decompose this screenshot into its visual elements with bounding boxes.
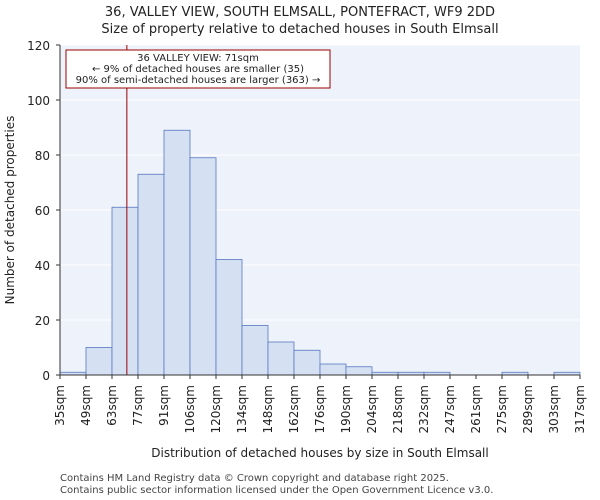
x-tick-label: 106sqm	[183, 385, 197, 433]
footer-copyright: Contains HM Land Registry data © Crown c…	[60, 473, 449, 484]
y-tick-label: 100	[27, 94, 50, 108]
y-axis-label: Number of detached properties	[3, 116, 17, 305]
x-tick-label: 303sqm	[547, 385, 561, 433]
histogram-bar	[85, 347, 113, 376]
x-tick-label: 190sqm	[339, 385, 353, 433]
x-tick-label: 218sqm	[391, 385, 405, 433]
histogram-bar	[111, 206, 139, 376]
histogram-chart: 0 20 40 60 80 100 120 35sqm 49sqm 63sqm 77sqm 91sq…	[3, 39, 587, 460]
x-tick-label: 275sqm	[495, 385, 509, 433]
y-tick-label: 80	[35, 149, 50, 163]
chart-subtitle: Size of property relative to detached ho…	[101, 22, 499, 37]
x-tick-label: 148sqm	[261, 385, 275, 433]
annotation-line-2: ← 9% of detached houses are smaller (35)	[92, 64, 304, 75]
x-axis-ticks: 35sqm 49sqm 63sqm 77sqm 91sqm 106sqm 120sqm 134…	[53, 375, 587, 433]
annotation-line-1: 36 VALLEY VIEW: 71sqm	[137, 53, 259, 64]
histogram-bar	[215, 259, 243, 376]
x-tick-label: 162sqm	[287, 385, 301, 433]
histogram-bar	[267, 341, 295, 376]
x-tick-label: 261sqm	[469, 385, 483, 433]
x-tick-label: 134sqm	[235, 385, 249, 433]
y-tick-label: 0	[42, 369, 50, 383]
histogram-bar	[293, 349, 321, 376]
histogram-bar	[137, 173, 165, 376]
x-tick-label: 91sqm	[157, 385, 171, 426]
y-tick-label: 120	[27, 39, 50, 53]
x-tick-label: 317sqm	[573, 385, 587, 433]
histogram-bar	[189, 157, 217, 376]
footer-licence: Contains public sector information licen…	[60, 485, 494, 496]
histogram-bar	[163, 129, 191, 376]
x-tick-label: 35sqm	[53, 385, 67, 426]
histogram-bar	[345, 366, 373, 376]
y-tick-label: 40	[35, 259, 50, 273]
x-tick-label: 77sqm	[131, 385, 145, 426]
x-tick-label: 120sqm	[209, 385, 223, 433]
y-tick-label: 60	[35, 204, 50, 218]
x-tick-label: 232sqm	[417, 385, 431, 433]
x-tick-label: 247sqm	[443, 385, 457, 433]
x-tick-label: 49sqm	[79, 385, 93, 426]
annotation-border	[65, 49, 331, 89]
histogram-bar	[241, 325, 269, 376]
bar-series	[59, 129, 581, 376]
y-tick-label: 20	[35, 314, 50, 328]
annotation-box: 36 VALLEY VIEW: 71sqm ← 9% of detached h…	[65, 49, 331, 89]
y-axis-ticks: 0 20 40 60 80 100 120	[27, 39, 60, 383]
annotation-line-3: 90% of semi-detached houses are larger (…	[76, 75, 321, 86]
x-tick-label: 176sqm	[313, 385, 327, 433]
x-axis-label: Distribution of detached houses by size …	[151, 446, 488, 460]
x-tick-label: 204sqm	[365, 385, 379, 433]
x-tick-label: 289sqm	[521, 385, 535, 433]
x-tick-label: 63sqm	[105, 385, 119, 426]
chart-title: 36, VALLEY VIEW, SOUTH ELMSALL, PONTEFRA…	[104, 5, 496, 20]
histogram-bar	[319, 363, 347, 376]
